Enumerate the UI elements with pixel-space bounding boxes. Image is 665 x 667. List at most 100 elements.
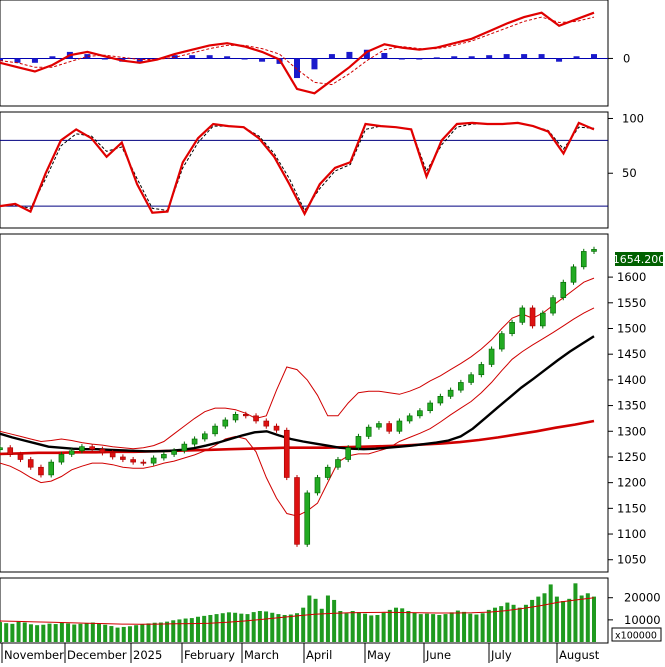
volume-bar (505, 602, 510, 642)
stochastic-frame (0, 111, 609, 229)
candle-body (539, 312, 546, 327)
volume-bar (4, 623, 9, 642)
bollinger-upper-band (0, 277, 595, 450)
price-tick-label: 1300 (617, 424, 646, 438)
candle-body (27, 459, 34, 468)
volume-bar (474, 614, 479, 642)
volume-bar (109, 626, 114, 642)
volume-bar (115, 627, 120, 642)
volume-bar (431, 614, 436, 642)
ma-red-line (0, 419, 595, 456)
price-tick-label: 1100 (617, 527, 646, 541)
candle-body (140, 461, 147, 464)
candle-body (591, 249, 597, 252)
candle-body (458, 382, 464, 391)
volume-bar (542, 593, 547, 642)
volume-bar (208, 614, 213, 642)
volume-bar (486, 609, 491, 642)
price-tick-label: 1250 (617, 450, 646, 464)
x-axis-label: March (244, 648, 279, 662)
volume-bar (10, 623, 15, 642)
volume-bar (78, 623, 83, 642)
macd-histogram-bar (224, 56, 231, 59)
candle-body (222, 419, 229, 427)
candle-body (191, 438, 198, 445)
macd-histogram-bar (328, 54, 335, 59)
volume-bar (214, 614, 219, 642)
price-tick-label: 1050 (617, 553, 646, 567)
volume-bar (220, 613, 225, 642)
macd-histogram-bar (451, 56, 458, 59)
x-axis-label: August (559, 648, 600, 662)
candle-body (386, 423, 392, 432)
volume-tick-label: 20000 (624, 591, 661, 605)
macd-histogram-bar (14, 58, 21, 63)
stochastic-tick-label: 50 (622, 166, 637, 180)
macd-histogram-bar (206, 55, 213, 59)
candle-body (79, 446, 85, 452)
candle-body (427, 402, 433, 412)
volume-bar (480, 613, 485, 642)
macd-histogram-bar (311, 58, 318, 70)
last-price-label: 1654.200 (613, 253, 665, 266)
volume-bar (499, 606, 504, 642)
volume-bar (134, 625, 139, 642)
candle-body (447, 389, 454, 397)
macd-histogram-bar (556, 58, 563, 62)
volume-bar (47, 623, 52, 642)
candle-body (58, 454, 65, 463)
volume-bar (536, 596, 541, 642)
volume-bar (332, 599, 337, 642)
price-tick-label: 1400 (617, 373, 646, 387)
x-axis-label: December (67, 648, 127, 662)
price-axis: 1050 1100 1150 1200 1250 1300 1350 1400 1450 1500… (608, 270, 646, 567)
volume-bar (369, 615, 374, 642)
candle-body (232, 414, 239, 421)
volume-bar (41, 624, 46, 642)
volume-axis: 20000 10000 (608, 591, 661, 627)
volume-bar (424, 613, 429, 642)
macd-histogram-bar (171, 55, 178, 59)
volume-bar (239, 613, 244, 642)
candle-body (550, 297, 556, 314)
macd-histogram-bar (259, 58, 266, 62)
price-frame (0, 233, 609, 573)
volume-bar (468, 613, 473, 642)
volume-bar (233, 612, 238, 642)
stochastic-pane: 100 50 (0, 111, 644, 229)
price-tick-label: 1600 (617, 270, 646, 284)
volume-bar (53, 624, 58, 642)
macd-histogram-bar (573, 56, 580, 59)
volume-bar (35, 625, 40, 642)
ma-black-line (0, 335, 595, 453)
candle-body (202, 433, 208, 440)
candle-body (253, 415, 259, 422)
macd-histogram-bar (381, 53, 388, 59)
macd-pane: 0 (0, 0, 630, 107)
candle-body (468, 374, 474, 383)
candle-body (130, 459, 136, 463)
volume-bar (97, 623, 101, 642)
volume-bar (313, 598, 318, 642)
volume-ma-line (0, 597, 595, 625)
macd-histogram-bar (241, 58, 248, 60)
candle-body (529, 307, 536, 327)
volume-bar (437, 614, 442, 642)
volume-pane: 20000 10000 x100000 (0, 577, 662, 644)
volume-bar (319, 608, 324, 642)
volume-bar (579, 595, 584, 642)
candle-body (499, 333, 505, 350)
macd-histogram-bar (416, 58, 423, 60)
candle-body (242, 414, 249, 417)
volume-bar (548, 584, 553, 642)
volume-tick-label: 10000 (624, 613, 661, 627)
volume-bar (121, 626, 126, 642)
candle-body (314, 477, 321, 494)
volume-bar (517, 607, 522, 642)
macd-histogram (0, 49, 608, 79)
volume-bar (146, 623, 151, 642)
candle-body (509, 322, 515, 334)
volume-bar (245, 614, 250, 642)
candle-body (355, 436, 362, 449)
candle-body (48, 461, 55, 476)
